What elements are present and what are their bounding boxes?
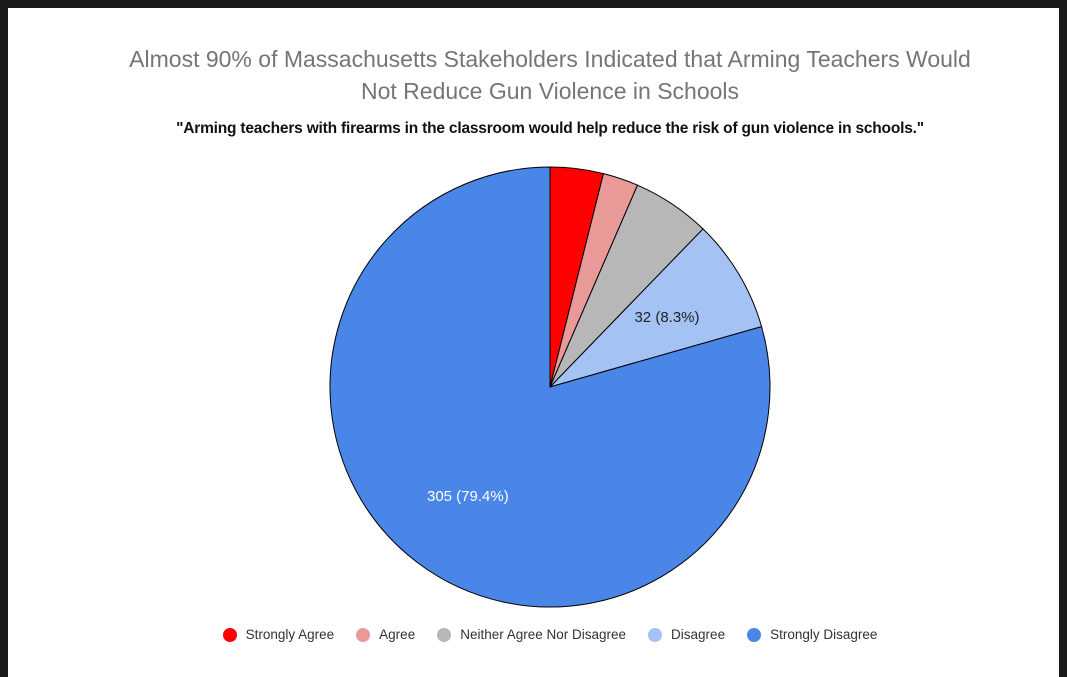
legend-swatch xyxy=(648,627,663,642)
chart-title-line-2: Not Reduce Gun Violence in Schools xyxy=(360,78,740,104)
legend-swatch xyxy=(437,627,452,642)
chart-title: Almost 90% of Massachusetts Stakeholders… xyxy=(0,43,1067,107)
legend-label: Neither Agree Nor Disagree xyxy=(460,627,627,642)
frame-top-border xyxy=(0,0,1067,8)
pie-slice-disagree xyxy=(548,228,763,388)
legend-item-strongly-agree: Strongly Agree xyxy=(222,627,335,642)
chart-title-line-1: Almost 90% of Massachusetts Stakeholders… xyxy=(129,46,971,72)
chart-legend: Strongly Agree Agree Neither Agree Nor Dis… xyxy=(0,627,1067,642)
legend-item-strongly-disagree: Strongly Disagree xyxy=(747,627,877,642)
legend-label: Disagree xyxy=(671,627,726,642)
chart-subtitle: "Arming teachers with firearms in the cl… xyxy=(176,120,924,137)
frame-left-border xyxy=(0,0,8,677)
legend-label: Agree xyxy=(379,627,416,642)
legend-item-agree: Agree xyxy=(356,627,415,642)
slice-data-label: 305 (79.4%) xyxy=(427,488,509,505)
frame-right-border xyxy=(1059,0,1067,677)
slice-data-label: 32 (8.3%) xyxy=(634,309,699,326)
legend-swatch xyxy=(747,627,762,642)
legend-label: Strongly Disagree xyxy=(770,627,878,642)
legend-swatch xyxy=(356,627,371,642)
legend-item-disagree: Disagree xyxy=(648,627,725,642)
legend-swatch xyxy=(222,627,237,642)
legend-item-neither-agree-nor-disagree: Neither Agree Nor Disagree xyxy=(437,627,626,642)
legend-label: Strongly Agree xyxy=(245,627,335,642)
pie-slice-strongly-disagree xyxy=(329,166,771,608)
